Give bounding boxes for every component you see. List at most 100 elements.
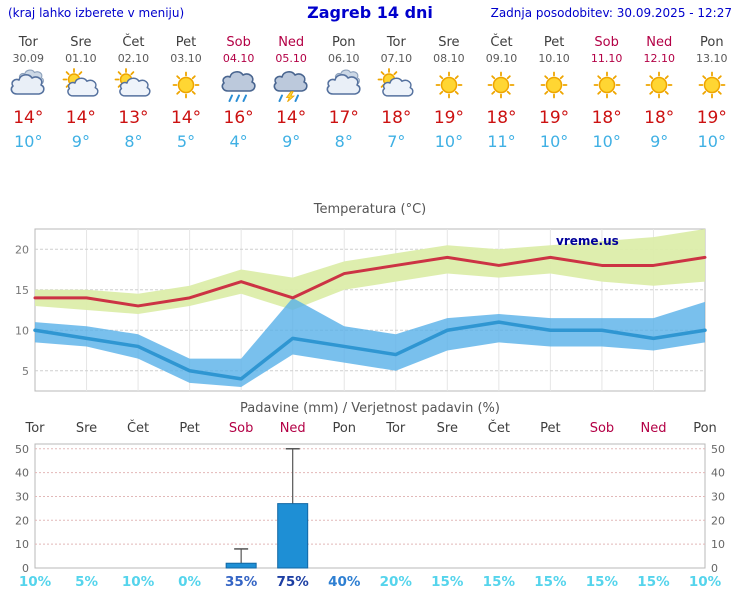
header-bar: (kraj lahko izberete v meniju) Zagreb 14… [0,0,740,27]
svg-text:30: 30 [711,490,725,503]
svg-text:40: 40 [711,467,725,480]
svg-text:20: 20 [15,243,29,256]
day-temp-max: 18° [486,108,517,128]
svg-text:0: 0 [22,562,29,575]
day-column: Čet 02.10 13° 8° [107,35,160,152]
day-temp-min: 5° [176,132,196,151]
day-name: Pon [700,35,724,50]
precip-probability-label: 40% [328,574,361,590]
day-name: Tor [386,35,406,50]
day-date: 12.10 [643,52,675,65]
precip-probability-label: 15% [637,574,670,590]
day-temp-min: 8° [334,132,353,151]
day-temp-max: 14° [276,108,307,128]
day-column: Pon 06.10 17° 8° [317,35,370,152]
day-column: Sre 08.10 19° 10° [423,35,476,152]
day-temp-max: 13° [118,108,149,128]
day-temp-min: 9° [282,132,301,151]
day-temp-min: 11° [487,132,516,151]
svg-text:10: 10 [15,538,29,551]
svg-text:5: 5 [22,365,29,378]
day-column: Pon 13.10 19° 10° [686,35,739,152]
day-column: Ned 12.10 18° 9° [633,35,686,152]
precipitation-bar [277,503,309,569]
precip-probability-label: 75% [277,574,310,590]
day-temp-min: 10° [434,132,464,151]
day-name: Pet [543,35,565,50]
precip-probability-label: 10% [689,574,722,590]
day-temp-min: 4° [229,132,248,151]
partly-sunny-icon [55,68,108,106]
svg-text:40: 40 [15,467,29,480]
forecast-days-strip: Tor 30.09 14° 10° Sre 01.10 14° 9° Čet 02.10 13° 8°… [0,27,740,152]
day-temp-max: 19° [696,108,727,128]
day-temp-min: 10° [697,132,726,151]
precip-day-label: Pon [332,421,356,436]
day-temp-min: 10° [14,132,43,151]
sunny-icon [475,68,528,106]
precip-probability-label: 0% [178,574,201,590]
day-column: Sob 04.10 16° 4° [212,35,265,152]
day-temp-max: 19° [539,108,570,128]
day-date: 13.10 [696,52,728,65]
day-column: Pet 10.10 19° 10° [528,35,581,152]
sunny-icon [423,68,476,106]
day-date: 30.09 [12,52,45,65]
sunny-icon [528,68,581,106]
last-updated-note: Zadnja posodobitev: 30.09.2025 - 12:27 [490,6,732,20]
day-temp-min: 10° [592,132,621,151]
precip-day-label: Čet [488,420,510,436]
partly-sunny-icon [370,68,423,106]
day-date: 07.10 [380,52,413,65]
svg-text:50: 50 [711,443,725,456]
day-column: Sob 11.10 18° 10° [580,35,633,152]
day-column: Tor 30.09 14° 10° [2,35,55,152]
day-name: Sre [438,35,460,50]
svg-text:50: 50 [15,443,29,456]
day-name: Čet [490,35,513,50]
page-title: Zagreb 14 dni [307,3,433,22]
day-name: Sob [226,35,251,50]
day-date: 04.10 [222,52,255,65]
precip-probability-label: 10% [122,574,155,590]
day-name: Pet [175,35,197,50]
svg-text:20: 20 [15,514,29,527]
precipitation-chart-title: Padavine (mm) / Verjetnost padavin (%) [240,401,500,416]
day-temp-min: 9° [650,132,669,151]
precip-day-label: Sre [437,421,458,436]
precip-probability-label: 20% [380,574,413,590]
day-name: Ned [646,35,673,50]
svg-text:30: 30 [15,490,29,503]
day-temp-min: 7° [387,132,406,151]
precip-probability-label: 5% [75,574,98,590]
day-date: 11.10 [590,52,623,65]
day-date: 01.10 [65,52,97,65]
day-column: Čet 09.10 18° 11° [475,35,528,152]
day-temp-max: 19° [433,108,464,128]
day-temp-min: 9° [71,132,90,151]
day-date: 02.10 [117,52,150,65]
temperature-chart-title: Temperatura (°C) [313,202,427,217]
day-name: Tor [18,35,38,50]
day-name: Ned [278,35,305,50]
precip-day-label: Tor [24,421,45,436]
day-temp-max: 14° [170,108,202,128]
day-name: Pon [331,35,356,50]
partly-sunny-icon [107,68,160,106]
rain-icon [212,68,265,106]
precip-probability-label: 15% [586,574,619,590]
day-date: 05.10 [275,52,307,65]
day-temp-max: 14° [13,108,44,128]
precip-probability-label: 35% [225,574,258,590]
precip-probability-label: 15% [431,574,464,590]
precip-day-label: Pet [540,421,560,436]
sunny-icon [160,68,213,106]
day-column: Ned 05.10 14° 9° [265,35,318,152]
svg-text:20: 20 [711,514,725,527]
precip-day-label: Pet [179,421,199,436]
cloudy-icon [317,68,370,106]
sunny-icon [580,68,633,106]
svg-text:10: 10 [15,324,29,337]
storm-icon [265,68,318,106]
